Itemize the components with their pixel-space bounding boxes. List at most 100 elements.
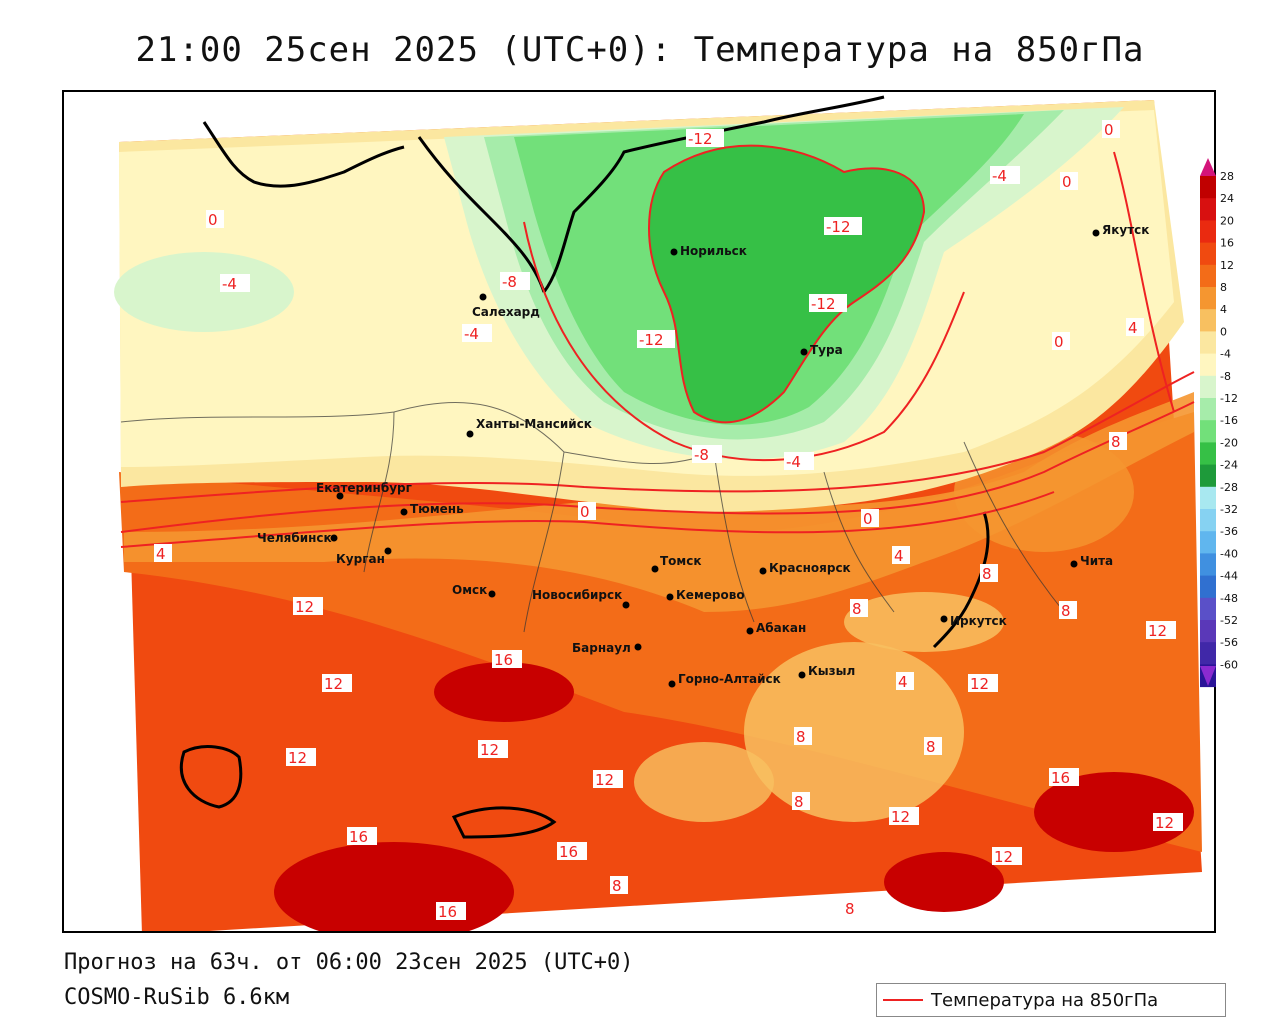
- colorbar-cell: [1200, 620, 1216, 643]
- colorbar-level-label: -4: [1220, 348, 1231, 361]
- svg-text:Горно-Алтайск: Горно-Алтайск: [678, 672, 781, 686]
- city-yekaterinburg: Екатеринбург: [316, 481, 412, 500]
- svg-text:16: 16: [349, 828, 368, 846]
- colorbar-cell: [1200, 442, 1216, 466]
- colorbar-level-label: -8: [1220, 370, 1231, 383]
- colorbar-level-label: -56: [1220, 636, 1238, 649]
- svg-text:-12: -12: [826, 218, 851, 236]
- svg-text:-12: -12: [639, 331, 664, 349]
- svg-text:0: 0: [580, 503, 590, 521]
- temperature-map: Норильск Салехард Тура Якутск Ханты-Манс…: [62, 90, 1216, 933]
- colorbar-level-label: 28: [1220, 170, 1234, 183]
- city-barnaul: Барнаул: [572, 641, 642, 655]
- city-kurgan: Курган: [336, 547, 392, 566]
- legend-line-swatch: [883, 999, 923, 1001]
- colorbar-level-label: 4: [1220, 303, 1227, 316]
- colorbar-level-label: -16: [1220, 414, 1238, 427]
- svg-text:12: 12: [324, 675, 343, 693]
- colorbar-level-label: 8: [1220, 281, 1227, 294]
- colorbar-cell: [1200, 420, 1216, 443]
- colorbar-cell: [1200, 287, 1216, 310]
- colorbar-cell: [1200, 464, 1216, 488]
- city-chita: Чита: [1070, 554, 1113, 568]
- colorbar-level-label: 12: [1220, 259, 1234, 272]
- svg-text:-12: -12: [811, 295, 836, 313]
- colorbar-level-label: -32: [1220, 503, 1238, 516]
- city-tura: Тура: [800, 343, 843, 357]
- svg-text:4: 4: [156, 545, 166, 563]
- svg-text:Иркутск: Иркутск: [950, 614, 1007, 628]
- city-tyumen: Тюмень: [400, 502, 464, 516]
- svg-text:8: 8: [982, 565, 992, 583]
- colorbar-level-label: 24: [1220, 192, 1234, 205]
- colorbar-cell: [1200, 509, 1216, 532]
- colorbar-cell: [1200, 331, 1216, 355]
- svg-text:-12: -12: [688, 130, 713, 148]
- colorbar-cell: [1200, 553, 1216, 577]
- legend: Температура на 850гПа: [876, 983, 1226, 1017]
- svg-text:4: 4: [894, 547, 904, 565]
- colorbar-level-label: 0: [1220, 325, 1227, 338]
- city-novosibirsk: Новосибирск: [532, 588, 630, 609]
- colorbar-cell: [1200, 264, 1216, 288]
- svg-text:Курган: Курган: [336, 552, 385, 566]
- svg-text:12: 12: [595, 771, 614, 789]
- colorbar-cell: [1200, 398, 1216, 421]
- svg-text:12: 12: [891, 808, 910, 826]
- svg-text:16: 16: [494, 651, 513, 669]
- svg-text:Екатеринбург: Екатеринбург: [316, 481, 412, 495]
- svg-text:8: 8: [926, 738, 936, 756]
- svg-text:Ханты-Мансийск: Ханты-Мансийск: [476, 417, 592, 431]
- svg-text:Новосибирск: Новосибирск: [532, 588, 622, 602]
- svg-text:0: 0: [863, 510, 873, 528]
- colorbar-level-label: -40: [1220, 547, 1238, 560]
- svg-text:Томск: Томск: [660, 554, 702, 568]
- city-khanty-mansiysk: Ханты-Мансийск: [466, 417, 592, 438]
- colorbar-cell: [1200, 642, 1216, 665]
- svg-text:12: 12: [1148, 622, 1167, 640]
- city-irkutsk: Иркутск: [940, 614, 1007, 628]
- forecast-info: Прогноз на 63ч. от 06:00 23сен 2025 (UTC…: [64, 950, 634, 975]
- colorbar-cell: [1200, 375, 1216, 399]
- colorbar-cell: [1200, 242, 1216, 266]
- svg-text:12: 12: [1155, 814, 1174, 832]
- city-gorno-altaysk: Горно-Алтайск: [668, 672, 781, 688]
- svg-text:0: 0: [1104, 121, 1114, 139]
- svg-text:8: 8: [796, 728, 806, 746]
- svg-text:16: 16: [438, 903, 457, 921]
- svg-text:Абакан: Абакан: [756, 621, 806, 635]
- svg-text:8: 8: [612, 877, 622, 895]
- colorbar-level-label: -44: [1220, 570, 1238, 583]
- map-title: 21:00 25сен 2025 (UTC+0): Температура на…: [135, 30, 1145, 70]
- colorbar-cell: [1200, 309, 1216, 332]
- colorbar-cell: [1200, 220, 1216, 244]
- svg-text:Тура: Тура: [810, 343, 843, 357]
- svg-text:-4: -4: [992, 167, 1007, 185]
- map-canvas: Норильск Салехард Тура Якутск Ханты-Манс…: [64, 92, 1214, 931]
- city-tomsk: Томск: [651, 554, 702, 573]
- city-abakan: Абакан: [746, 621, 806, 635]
- svg-text:8: 8: [794, 793, 804, 811]
- svg-text:8: 8: [845, 900, 855, 918]
- city-chelyabinsk: Челябинск: [257, 531, 338, 545]
- colorbar-cell: [1200, 176, 1216, 199]
- legend-label: Температура на 850гПа: [931, 989, 1159, 1011]
- city-markers: Норильск Салехард Тура Якутск Ханты-Манс…: [257, 223, 1149, 688]
- colorbar-cell: [1200, 597, 1216, 621]
- svg-text:12: 12: [295, 598, 314, 616]
- svg-text:12: 12: [994, 848, 1013, 866]
- city-norilsk: Норильск: [670, 244, 747, 258]
- svg-text:Тюмень: Тюмень: [410, 502, 464, 516]
- colorbar-cells: [1200, 176, 1216, 688]
- svg-text:16: 16: [1051, 769, 1070, 787]
- svg-text:Салехард: Салехард: [472, 305, 540, 319]
- svg-text:12: 12: [970, 675, 989, 693]
- svg-text:Челябинск: Челябинск: [257, 531, 332, 545]
- city-kyzyl: Кызыл: [798, 664, 855, 679]
- colorbar-level-label: -48: [1220, 592, 1238, 605]
- svg-text:-8: -8: [694, 446, 709, 464]
- svg-text:0: 0: [208, 211, 218, 229]
- svg-text:Красноярск: Красноярск: [769, 561, 851, 575]
- colorbar-labels: 28 24 20 16 12 8 4 0 -4 -8 -12 -16 -20 -24 -28 -32 -36 -4…: [1220, 170, 1238, 671]
- svg-text:Чита: Чита: [1080, 554, 1113, 568]
